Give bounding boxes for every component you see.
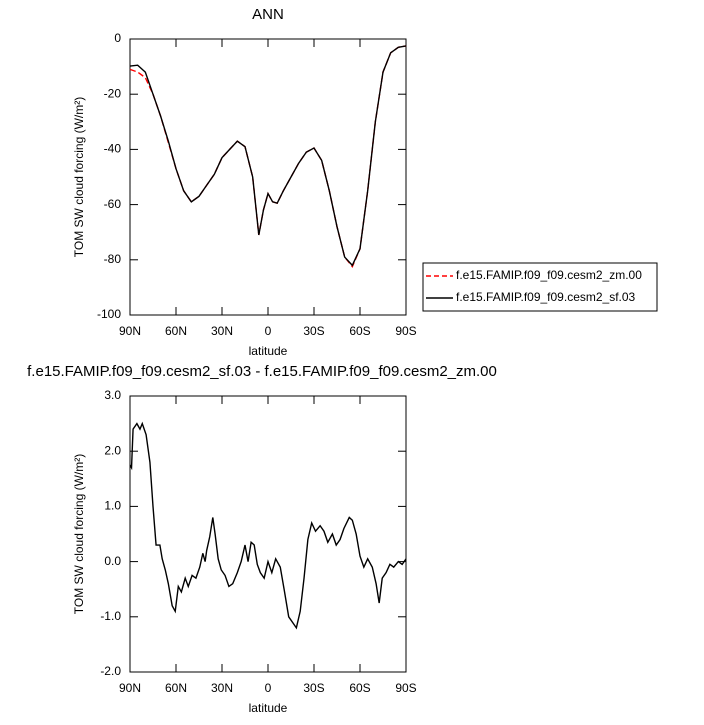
x-tick-label: 90S xyxy=(395,681,416,695)
chart-title: ANN xyxy=(252,6,284,23)
x-axis-label: latitude xyxy=(249,344,288,358)
y-tick-label: -2.0 xyxy=(100,664,121,678)
y-tick-label: 2.0 xyxy=(104,443,121,457)
y-axis-label: TOM SW cloud forcing (W/m²) xyxy=(72,97,86,257)
legend: f.e15.FAMIP.f09_f09.cesm2_zm.00 f.e15.FAM… xyxy=(422,262,658,312)
y-tick-label: -100 xyxy=(97,307,121,321)
y-tick-label: -1.0 xyxy=(100,609,121,623)
legend-frame xyxy=(422,262,658,312)
y-tick-label: -60 xyxy=(104,197,122,211)
x-tick-label: 0 xyxy=(265,681,272,695)
y-tick-label: -80 xyxy=(104,252,122,266)
x-tick-label: 60N xyxy=(165,681,187,695)
x-tick-label: 60S xyxy=(349,681,370,695)
x-tick-label: 0 xyxy=(265,324,272,338)
chart-title: f.e15.FAMIP.f09_f09.cesm2_sf.03 - f.e15.… xyxy=(27,363,497,380)
data-line xyxy=(129,421,407,630)
legend-label: f.e15.FAMIP.f09_f09.cesm2_sf.03 xyxy=(456,290,636,304)
x-tick-label: 30S xyxy=(303,324,324,338)
x-tick-label: 90N xyxy=(119,324,141,338)
plot-frame xyxy=(129,38,407,316)
x-tick-label: 30N xyxy=(211,681,233,695)
y-tick-label: 0 xyxy=(114,31,121,45)
y-tick-label: -20 xyxy=(104,86,122,100)
y-tick-label: 1.0 xyxy=(104,499,121,513)
y-tick-label: 0.0 xyxy=(104,554,121,568)
x-tick-label: 90N xyxy=(119,681,141,695)
y-tick-label: -40 xyxy=(104,142,122,156)
y-axis-label: TOM SW cloud forcing (W/m²) xyxy=(72,454,86,614)
data-line xyxy=(129,45,407,269)
x-tick-label: 30N xyxy=(211,324,233,338)
legend-label: f.e15.FAMIP.f09_f09.cesm2_zm.00 xyxy=(456,268,642,282)
x-tick-label: 30S xyxy=(303,681,324,695)
x-axis-label: latitude xyxy=(249,701,288,715)
x-tick-label: 60N xyxy=(165,324,187,338)
data-line xyxy=(129,45,407,267)
x-tick-label: 90S xyxy=(395,324,416,338)
x-tick-label: 60S xyxy=(349,324,370,338)
plot-frame xyxy=(129,395,407,673)
y-tick-label: 3.0 xyxy=(104,388,121,402)
